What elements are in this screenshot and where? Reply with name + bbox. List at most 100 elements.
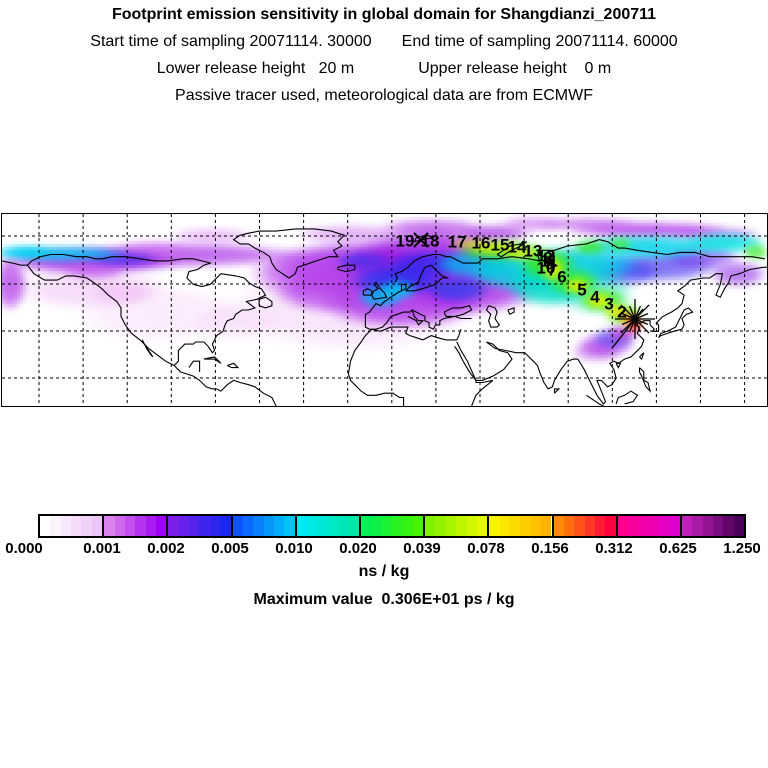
trajectory-hour-label: 7: [547, 260, 557, 280]
colorbar-tick: 0.078: [467, 540, 505, 557]
colorbar-segment: [166, 516, 231, 536]
coastline: [496, 241, 528, 258]
colorbar-cell: [669, 516, 680, 536]
colorbar-cell: [628, 516, 639, 536]
coastline: [443, 305, 473, 317]
coastline: [486, 341, 578, 390]
coastline: [553, 388, 561, 394]
colorbar-cell: [392, 516, 403, 536]
colorbar-cell: [510, 516, 521, 536]
colorbar-cell: [253, 516, 264, 536]
colorbar-cell: [553, 516, 564, 536]
colorbar-cell: [242, 516, 254, 536]
colorbar-cell: [381, 516, 393, 536]
colorbar-tick: 0.020: [339, 540, 377, 557]
trajectory-hour-label: 8: [543, 248, 553, 268]
colorbar-cell: [476, 516, 488, 536]
colorbar-cell: [402, 516, 413, 536]
colorbar-cell: [541, 516, 552, 536]
sampling-times-row: Start time of sampling 20071114. 30000 E…: [0, 33, 768, 51]
colorbar-cell: [520, 516, 531, 536]
map-overlay-svg: [2, 214, 767, 406]
colorbar-cell: [466, 516, 477, 536]
coastline: [615, 362, 622, 369]
colorbar-segment: [487, 516, 552, 536]
colorbar-cell: [274, 516, 285, 536]
coastline: [27, 253, 267, 366]
colorbar-cell: [40, 516, 51, 536]
coastline: [203, 356, 222, 364]
colorbar-cell: [723, 516, 734, 536]
release-heights-row: Lower release height 20 m Upper release …: [0, 60, 768, 78]
colorbar-cell: [168, 516, 179, 536]
trajectory-hour-label: 10: [536, 258, 556, 278]
colorbar-cell: [638, 516, 649, 536]
trajectory-cross-marker: [413, 232, 429, 248]
page-title: Footprint emission sensitivity in global…: [111, 6, 657, 23]
coastline: [141, 339, 154, 358]
colorbar-cell: [327, 516, 339, 536]
colorbar-cell: [50, 516, 61, 536]
colorbar-cell: [199, 516, 210, 536]
colorbar-segment: [230, 516, 295, 536]
colorbar-cell: [135, 516, 146, 536]
start-time-label: Start time of sampling 20071114. 30000: [90, 33, 372, 50]
source-star-marker: [612, 299, 655, 348]
colorbar-cell: [371, 516, 382, 536]
colorbar: [38, 514, 746, 538]
colorbar-cell: [317, 516, 328, 536]
colorbar-cell: [81, 516, 92, 536]
coastline: [638, 367, 652, 393]
footprint-plume-canvas: [2, 214, 767, 406]
coastline: [405, 264, 449, 292]
coastline: [450, 239, 765, 264]
trajectory-hour-label: 3: [604, 294, 614, 314]
colorbar-cell: [456, 516, 467, 536]
trajectory-hour-label: 9: [545, 254, 555, 274]
colorbar-segment: [358, 516, 424, 536]
colorbar-cell: [338, 516, 349, 536]
colorbar-segment: [294, 516, 359, 536]
colorbar-cell: [348, 516, 359, 536]
coastline: [485, 305, 501, 328]
colorbar-cell: [296, 516, 308, 536]
colorbar-cell: [189, 516, 200, 536]
coastline: [507, 307, 515, 316]
trajectory-hour-label: 15: [490, 235, 510, 255]
colorbar-tick-labels: 0.000 0.001 0.002 0.005 0.010 0.020 0.039 0.078…: [0, 540, 768, 558]
trajectory-hour-label: 4: [590, 287, 600, 307]
tracer-info-label: Passive tracer used, meteorological data…: [175, 87, 593, 104]
coastline: [364, 308, 425, 330]
colorbar-cell: [733, 516, 745, 536]
trajectory-hour-label: 19: [395, 231, 415, 251]
trajectory-hour-label: 2: [617, 302, 627, 322]
colorbar-cell: [104, 516, 115, 536]
colorbar-cell: [71, 516, 82, 536]
maximum-value-label: Maximum value 0.306E+01 ps / kg: [253, 591, 515, 608]
trajectory-hour-label: 17: [447, 232, 467, 252]
colorbar-cell: [412, 516, 424, 536]
colorbar-cell: [489, 516, 500, 536]
coastline: [615, 390, 639, 405]
trajectory-hour-label: 11: [540, 251, 558, 271]
coastline: [454, 345, 494, 406]
coastline: [347, 328, 405, 406]
coastline: [362, 288, 373, 296]
trajectory-hour-label: 5: [577, 280, 587, 300]
colorbar-cell: [702, 516, 713, 536]
colorbar-cell: [155, 516, 167, 536]
colorbar-cell: [499, 516, 511, 536]
colorbar-cell: [712, 516, 724, 536]
colorbar-cell: [435, 516, 446, 536]
coastline: [337, 264, 356, 273]
coastline: [188, 360, 201, 372]
coastline: [27, 264, 277, 406]
lower-release-label: Lower release height 20 m: [156, 60, 355, 77]
trajectory-hour-label: 14: [507, 237, 527, 257]
colorbar-cell: [60, 516, 72, 536]
colorbar-cell: [307, 516, 318, 536]
colorbar-cell: [114, 516, 125, 536]
colorbar-segment: [551, 516, 616, 536]
coastline: [394, 253, 451, 283]
colorbar-unit-label: ns / kg: [358, 563, 410, 580]
